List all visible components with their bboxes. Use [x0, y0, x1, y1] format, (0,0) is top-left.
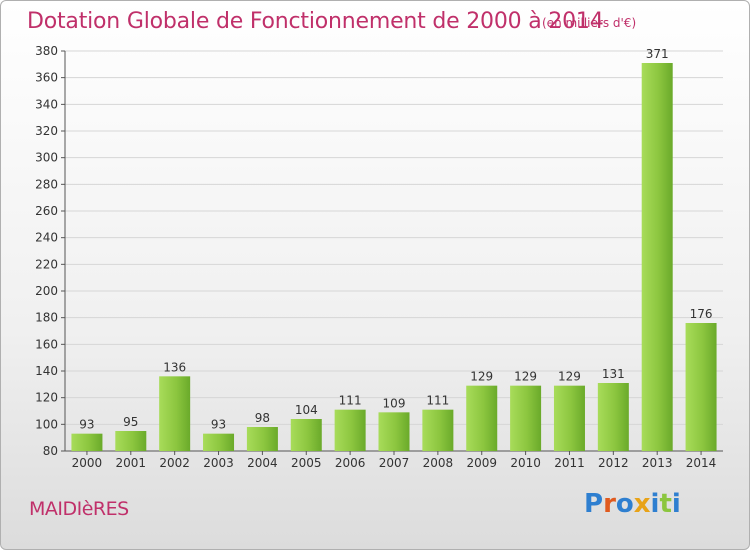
x-tick-label: 2005	[291, 456, 322, 470]
y-tick-label: 80	[43, 444, 58, 458]
bar	[334, 409, 366, 451]
bar	[641, 63, 673, 451]
data-label: 129	[470, 370, 493, 384]
bar	[290, 419, 322, 451]
y-tick-label: 300	[35, 151, 58, 165]
data-label: 131	[602, 367, 625, 381]
y-tick-label: 140	[35, 364, 58, 378]
x-tick-label: 2013	[642, 456, 673, 470]
y-tick-label: 160	[35, 337, 58, 351]
data-label: 136	[163, 360, 186, 374]
y-tick-label: 240	[35, 231, 58, 245]
y-tick-label: 380	[35, 44, 58, 58]
y-tick-label: 340	[35, 97, 58, 111]
data-label: 95	[123, 415, 138, 429]
x-tick-label: 2002	[159, 456, 190, 470]
y-tick-label: 180	[35, 311, 58, 325]
x-tick-label: 2012	[598, 456, 629, 470]
logo-letter: i	[671, 489, 681, 519]
bar	[246, 427, 278, 451]
data-label: 93	[79, 418, 94, 432]
commune-name: MAIDIèRES	[29, 498, 129, 520]
x-tick-label: 2006	[335, 456, 366, 470]
logo-letter: i	[650, 489, 660, 519]
data-label: 111	[339, 394, 362, 408]
bar	[115, 431, 147, 451]
chart-title: Dotation Globale de Fonctionnement de 20…	[27, 9, 604, 34]
x-tick-label: 2008	[423, 456, 454, 470]
x-tick-label: 2009	[466, 456, 497, 470]
data-label: 98	[255, 411, 270, 425]
bar	[159, 376, 191, 451]
logo-letter: x	[633, 489, 651, 519]
logo-letter: o	[615, 489, 634, 519]
data-label: 129	[558, 370, 581, 384]
x-tick-label: 2000	[72, 456, 103, 470]
data-label: 176	[690, 307, 713, 321]
y-tick-label: 220	[35, 257, 58, 271]
y-tick-label: 200	[35, 284, 58, 298]
data-label: 129	[514, 370, 537, 384]
x-tick-label: 2004	[247, 456, 278, 470]
y-tick-label: 260	[35, 204, 58, 218]
data-label: 109	[383, 396, 406, 410]
y-tick-label: 120	[35, 391, 58, 405]
data-label: 111	[426, 394, 449, 408]
x-tick-label: 2011	[554, 456, 585, 470]
bar	[203, 433, 235, 451]
bar	[553, 385, 585, 451]
y-tick-label: 100	[35, 417, 58, 431]
bar	[378, 412, 410, 451]
data-label: 93	[211, 418, 226, 432]
y-tick-label: 360	[35, 71, 58, 85]
logo-letter: t	[659, 489, 672, 519]
bar	[510, 385, 542, 451]
x-tick-label: 2001	[116, 456, 147, 470]
bar	[597, 383, 629, 451]
logo-letter: P	[584, 489, 604, 519]
y-tick-label: 320	[35, 124, 58, 138]
bar	[422, 409, 454, 451]
data-label: 104	[295, 403, 318, 417]
x-tick-label: 2014	[686, 456, 717, 470]
logo-letter: r	[603, 489, 616, 519]
y-tick-label: 280	[35, 177, 58, 191]
x-tick-label: 2010	[510, 456, 541, 470]
x-tick-label: 2007	[379, 456, 410, 470]
data-label: 371	[646, 47, 669, 61]
x-tick-label: 2003	[203, 456, 234, 470]
bar	[466, 385, 498, 451]
bar	[685, 323, 717, 451]
bar	[71, 433, 103, 451]
unit-note: (en milliers d'€)	[542, 16, 637, 30]
proxiti-logo: Proxiti	[584, 489, 681, 519]
